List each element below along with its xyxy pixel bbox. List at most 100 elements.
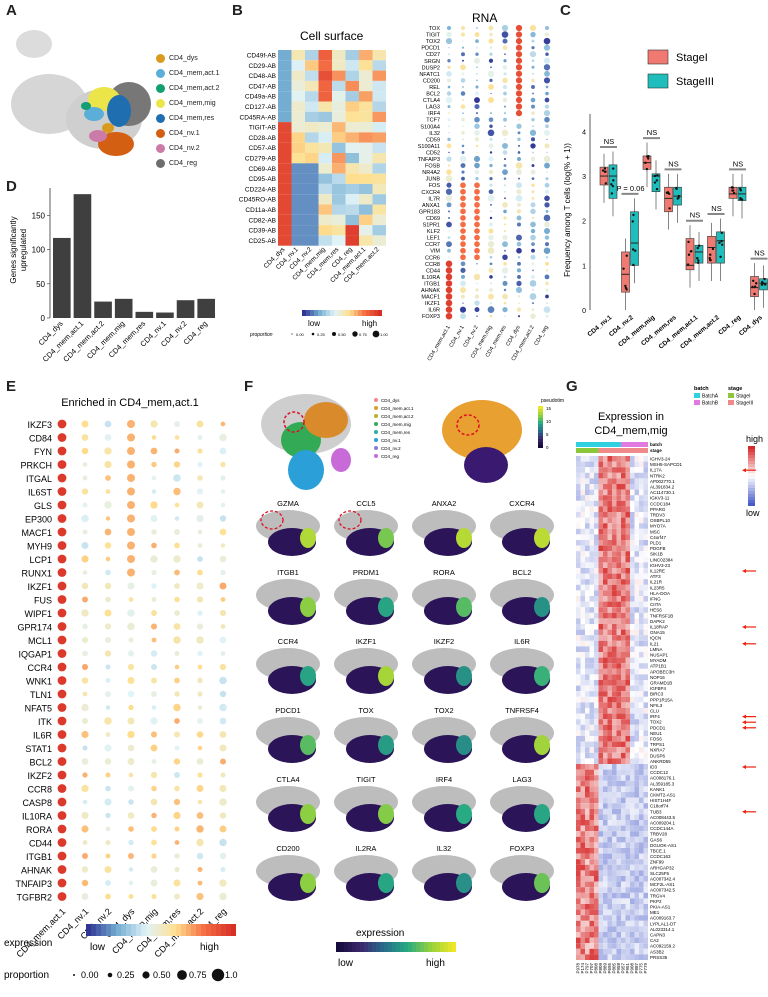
rna-dot <box>447 137 451 142</box>
heatmap-cell <box>634 898 639 904</box>
heatmap-cell <box>580 562 585 568</box>
expression-gradient-step <box>444 942 448 952</box>
box-point <box>696 246 699 250</box>
feature-umap-high <box>378 528 394 548</box>
heatmap-cell <box>630 562 635 568</box>
heatmap-cell <box>603 926 608 932</box>
heatmap-cell <box>318 122 332 133</box>
heatmap-cell <box>616 461 621 468</box>
rna-dot <box>516 169 522 176</box>
heatmap-cell <box>621 635 626 641</box>
heatmap-cell <box>580 943 585 949</box>
heatmap-cell <box>585 797 590 804</box>
heatmap-cell <box>621 456 626 462</box>
heatmap-cell <box>585 702 590 708</box>
heatmap-cell <box>634 551 639 557</box>
rna-dot <box>517 261 521 266</box>
heatmap-cell <box>634 500 639 507</box>
heatmap-cell <box>585 646 590 652</box>
heatmap-cell <box>607 825 612 832</box>
heatmap-cell <box>580 618 585 624</box>
dot <box>151 839 157 846</box>
heatmap-cell <box>580 685 585 692</box>
expression-gradient-step <box>196 924 201 936</box>
expression-gradient-step <box>106 924 111 936</box>
dot <box>174 840 180 845</box>
heatmap-cell <box>625 523 630 529</box>
rna-dot <box>502 293 508 300</box>
heatmap-cell <box>630 764 635 770</box>
heatmap-cell <box>630 696 635 703</box>
heatmap-cell <box>639 556 644 563</box>
heatmap-title-2: CD4_mem,mig <box>594 425 667 437</box>
heatmap-cell <box>318 194 332 205</box>
heatmap-cell <box>580 881 585 888</box>
heatmap-cell <box>585 545 590 552</box>
heatmap-cell <box>630 881 635 888</box>
expression-gradient-step <box>354 310 358 316</box>
heatmap-cell <box>589 769 594 776</box>
expression-gradient-step <box>448 942 452 952</box>
heatmap-cell <box>603 758 608 764</box>
gene-label: CASP8 <box>22 798 52 808</box>
heatmap-cell <box>359 91 373 102</box>
legend-low: low <box>90 942 106 953</box>
heatmap-cell <box>625 500 630 507</box>
stage-legend-key <box>728 393 734 398</box>
expression-gradient-step <box>346 310 350 316</box>
heatmap-cell <box>585 685 590 692</box>
gene-row-label: IFNG <box>650 597 661 602</box>
heatmap-cell <box>585 657 590 664</box>
heatmap-cell <box>580 640 585 647</box>
rna-dot <box>531 78 535 83</box>
dot <box>57 622 67 631</box>
dot <box>82 596 88 603</box>
heatmap-cell <box>589 736 594 742</box>
sample-label: P951 <box>625 963 630 974</box>
dot <box>196 812 204 819</box>
panel-b: Cell surface RNA CD49f-AB CD29-AB CD48-AB CD4… <box>232 10 557 370</box>
heatmap-cell <box>278 153 292 164</box>
heatmap-cell <box>576 573 581 580</box>
heatmap-cell <box>634 624 639 630</box>
heatmap-cell <box>639 764 644 770</box>
heatmap-cell <box>594 814 599 820</box>
heatmap-cell <box>621 954 626 960</box>
dot <box>174 542 180 549</box>
gene-row-label: CCDC12 <box>650 770 669 775</box>
heatmap-cell <box>598 551 603 557</box>
rna-dot <box>476 263 478 265</box>
heatmap-cell <box>634 484 639 490</box>
box-point <box>675 187 678 190</box>
heatmap-cell <box>585 920 590 927</box>
heatmap-cell <box>612 713 617 720</box>
heatmap-cell <box>607 792 612 798</box>
umap-cluster <box>331 448 351 472</box>
heatmap-cell <box>603 540 608 546</box>
heatmap-cell <box>643 657 648 664</box>
heatmap-cell <box>598 528 603 535</box>
proportion-dot <box>352 331 358 337</box>
heatmap-cell <box>598 640 603 647</box>
heatmap-cell <box>630 523 635 529</box>
heatmap-cell <box>625 551 630 557</box>
rna-dot <box>531 104 535 109</box>
heatmap-cell <box>630 926 635 932</box>
expression-gradient-step <box>372 942 376 952</box>
heatmap-cell <box>625 859 630 865</box>
dot <box>105 678 111 683</box>
rna-dot <box>501 267 509 274</box>
dot <box>151 705 157 710</box>
heatmap-cell <box>616 635 621 641</box>
heatmap-cell <box>621 579 626 585</box>
heatmap-cell <box>603 534 608 540</box>
heatmap-cell <box>616 652 621 658</box>
heatmap-cell <box>332 91 346 102</box>
heatmap-cell <box>585 674 590 680</box>
heatmap-cell <box>359 60 373 71</box>
umap-legend-item: CD4_nv.2 <box>156 144 200 153</box>
box-point <box>732 189 735 192</box>
heatmap-cell <box>621 534 626 540</box>
heatmap-cell <box>612 472 617 479</box>
heatmap-cell <box>594 528 599 535</box>
